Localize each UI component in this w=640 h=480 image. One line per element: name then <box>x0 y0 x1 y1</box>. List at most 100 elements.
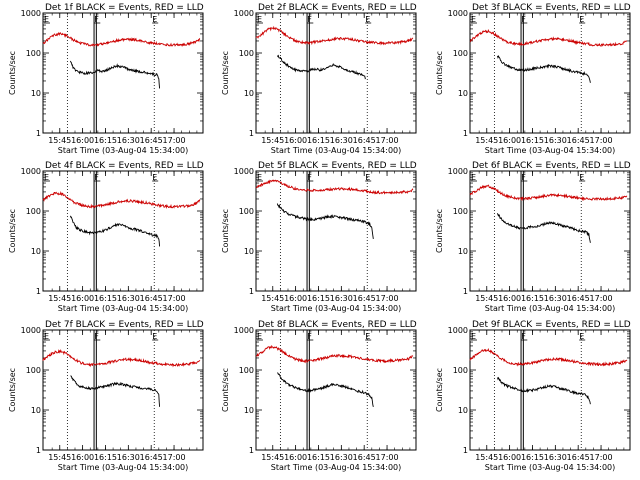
series-lld-line <box>469 29 627 47</box>
y-tick-label: 10 <box>31 247 41 256</box>
marker-label: E <box>365 173 370 182</box>
x-tick-label: 16:30 <box>117 453 140 462</box>
x-axis-label: Start Time (03-Aug-04 15:34:00) <box>58 463 189 472</box>
x-tick-label: 17:00 <box>376 453 399 462</box>
series-events-line <box>497 376 591 405</box>
x-tick-label: 16:15 <box>521 136 544 145</box>
chart-title: Det 8f BLACK = Events, RED = LLD <box>258 320 417 330</box>
y-tick-label: 1 <box>463 446 468 455</box>
y-tick-label: 1000 <box>234 9 254 18</box>
marker-label: F <box>521 15 526 24</box>
x-tick-label: 16:30 <box>544 453 567 462</box>
y-tick-label: 1 <box>36 287 41 296</box>
y-tick-label: 100 <box>26 366 41 375</box>
x-tick-label: 16:15 <box>307 294 330 303</box>
y-tick-label: 10 <box>31 406 41 415</box>
x-tick-label: 16:15 <box>521 294 544 303</box>
series-events-line <box>277 372 374 407</box>
marker-label: E <box>257 15 262 24</box>
x-tick-label: 16:00 <box>71 294 94 303</box>
x-tick-label: 16:45 <box>140 294 163 303</box>
y-tick-label: 100 <box>239 49 254 58</box>
x-tick-label: 15:45 <box>261 136 284 145</box>
x-tick-label: 15:45 <box>48 294 71 303</box>
panel-det-8: Det 8f BLACK = Events, RED = LLD 1 10 100 10… <box>221 320 417 472</box>
chart-title: Det 1f BLACK = Events, RED = LLD <box>45 3 204 13</box>
y-tick-label: 100 <box>26 207 41 216</box>
y-tick-label: 10 <box>244 247 254 256</box>
y-axis-label: Counts/sec <box>435 51 444 95</box>
series-events-line <box>70 215 161 247</box>
x-tick-label: 17:00 <box>590 136 613 145</box>
x-tick-label: 16:45 <box>567 453 590 462</box>
marker-label: E <box>471 173 476 182</box>
marker-label: F <box>521 332 526 341</box>
x-tick-label: 15:45 <box>475 294 498 303</box>
marker-label: E <box>152 173 157 182</box>
plot-frame <box>469 170 631 292</box>
x-tick-label: 16:15 <box>521 453 544 462</box>
marker-label: F <box>94 332 99 341</box>
x-tick-label: 16:30 <box>117 136 140 145</box>
x-tick-label: 16:00 <box>284 136 307 145</box>
y-tick-label: 10 <box>458 247 468 256</box>
marker-label: F <box>307 173 312 182</box>
series-lld-line <box>255 344 414 364</box>
chart-title: Det 3f BLACK = Events, RED = LLD <box>472 3 631 13</box>
marker-label: E <box>44 15 49 24</box>
y-tick-label: 100 <box>453 49 468 58</box>
series-lld-line <box>42 348 201 368</box>
x-tick-label: 16:30 <box>330 136 353 145</box>
y-axis-label: Counts/sec <box>435 209 444 253</box>
y-axis-label: Counts/sec <box>435 368 444 412</box>
x-tick-label: 15:45 <box>261 453 284 462</box>
x-tick-label: 16:15 <box>307 136 330 145</box>
x-tick-label: 16:45 <box>567 136 590 145</box>
x-tick-label: 15:45 <box>475 453 498 462</box>
plot-frame <box>255 329 417 451</box>
x-axis-label: Start Time (03-Aug-04 15:34:00) <box>485 304 616 313</box>
y-axis-label: Counts/sec <box>221 51 230 95</box>
x-axis-label: Start Time (03-Aug-04 15:34:00) <box>271 463 402 472</box>
marker-label: F <box>521 173 526 182</box>
plot-frame <box>42 12 204 134</box>
x-tick-label: 17:00 <box>590 453 613 462</box>
y-tick-label: 1 <box>463 287 468 296</box>
marker-label: E <box>152 15 157 24</box>
marker-label: E <box>257 173 262 182</box>
x-tick-label: 15:45 <box>475 136 498 145</box>
y-tick-label: 1000 <box>21 167 41 176</box>
y-tick-label: 100 <box>453 366 468 375</box>
panel-det-7: Det 7f BLACK = Events, RED = LLD 1 10 100 10… <box>8 320 204 472</box>
y-tick-label: 1 <box>463 129 468 138</box>
x-tick-label: 17:00 <box>163 136 186 145</box>
x-tick-label: 16:00 <box>284 453 307 462</box>
plot-frame <box>42 170 204 292</box>
x-tick-label: 16:00 <box>498 294 521 303</box>
marker-label: E <box>365 332 370 341</box>
marker-label: E <box>44 332 49 341</box>
marker-label: E <box>471 332 476 341</box>
y-tick-label: 100 <box>453 207 468 216</box>
x-axis-label: Start Time (03-Aug-04 15:34:00) <box>271 146 402 155</box>
marker-label: E <box>579 332 584 341</box>
x-tick-label: 16:15 <box>94 136 117 145</box>
x-tick-label: 16:45 <box>567 294 590 303</box>
marker-label: F <box>94 15 99 24</box>
y-tick-label: 1000 <box>234 326 254 335</box>
y-tick-label: 1 <box>249 446 254 455</box>
x-tick-label: 16:30 <box>330 453 353 462</box>
panel-det-3: Det 3f BLACK = Events, RED = LLD 1 10 100 10… <box>435 3 631 155</box>
marker-label: F <box>94 173 99 182</box>
series-events-line <box>276 203 374 240</box>
x-tick-label: 17:00 <box>376 136 399 145</box>
x-tick-label: 17:00 <box>163 453 186 462</box>
x-tick-label: 16:00 <box>71 453 94 462</box>
y-axis-label: Counts/sec <box>8 368 17 412</box>
y-tick-label: 10 <box>458 89 468 98</box>
x-tick-label: 17:00 <box>590 294 613 303</box>
x-tick-label: 16:00 <box>71 136 94 145</box>
x-tick-label: 16:30 <box>330 294 353 303</box>
y-axis-label: Counts/sec <box>8 209 17 253</box>
chart-title: Det 9f BLACK = Events, RED = LLD <box>472 320 631 330</box>
